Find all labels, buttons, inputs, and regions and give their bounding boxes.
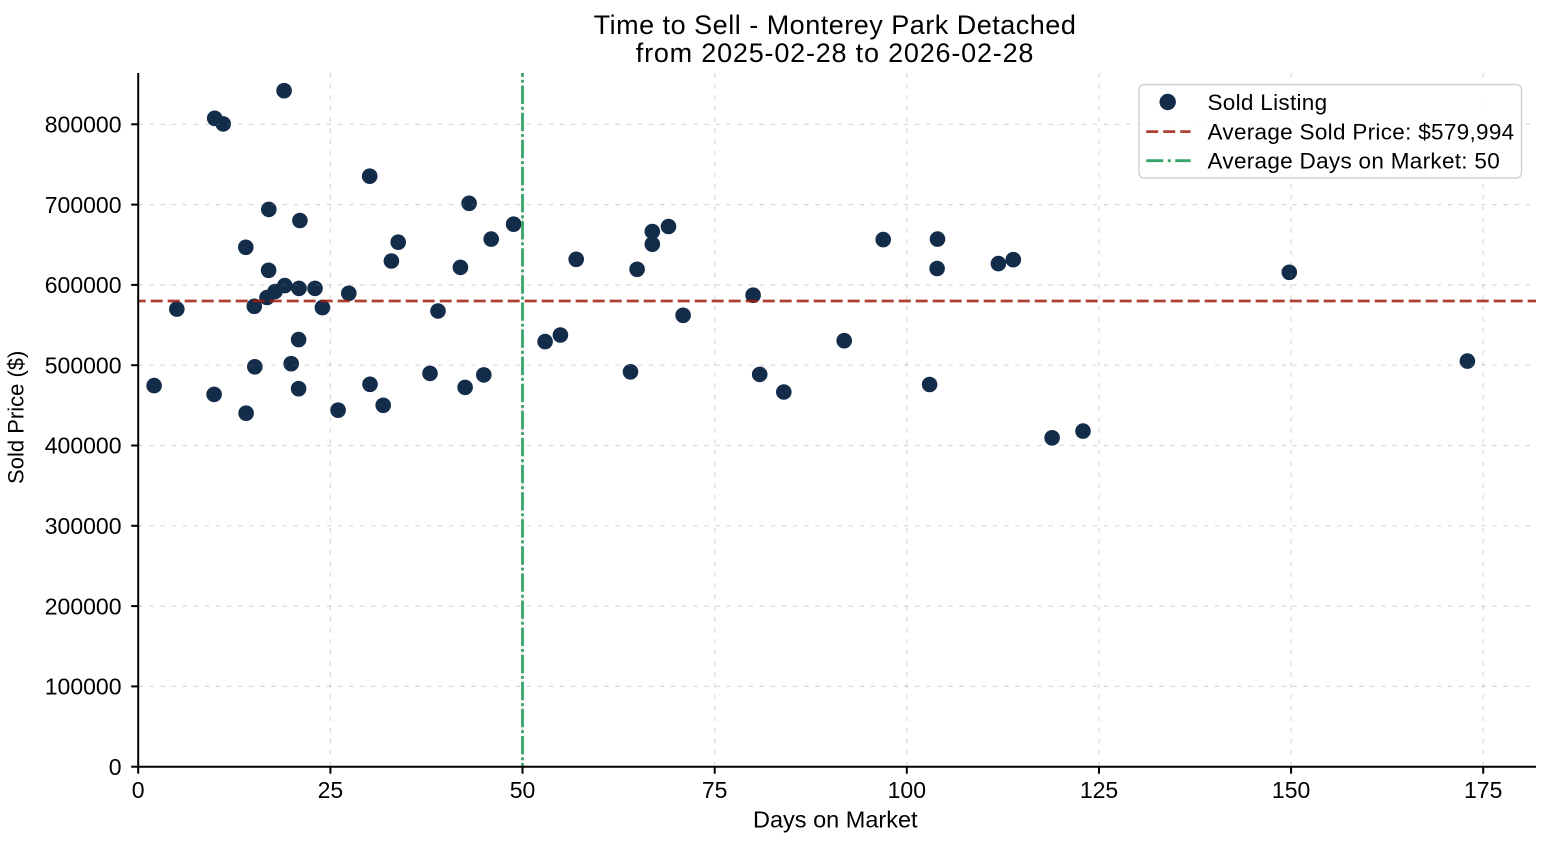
svg-text:Sold Listing: Sold Listing bbox=[1208, 90, 1328, 115]
svg-text:125: 125 bbox=[1080, 777, 1118, 803]
svg-text:175: 175 bbox=[1464, 777, 1502, 803]
svg-text:600000: 600000 bbox=[45, 272, 122, 298]
svg-text:Average Sold Price: $579,994: Average Sold Price: $579,994 bbox=[1208, 120, 1515, 145]
svg-text:from 2025-02-28 to 2026-02-28: from 2025-02-28 to 2026-02-28 bbox=[636, 38, 1034, 68]
svg-text:800000: 800000 bbox=[45, 112, 122, 138]
svg-text:50: 50 bbox=[510, 777, 536, 803]
svg-text:Average Days on Market: 50: Average Days on Market: 50 bbox=[1208, 149, 1501, 174]
svg-text:0: 0 bbox=[109, 754, 122, 780]
svg-text:300000: 300000 bbox=[45, 513, 122, 539]
svg-text:200000: 200000 bbox=[45, 593, 122, 619]
svg-text:25: 25 bbox=[318, 777, 344, 803]
svg-text:500000: 500000 bbox=[45, 352, 122, 378]
svg-text:150: 150 bbox=[1272, 777, 1310, 803]
svg-text:100000: 100000 bbox=[45, 674, 122, 700]
svg-text:700000: 700000 bbox=[45, 192, 122, 218]
svg-text:400000: 400000 bbox=[45, 433, 122, 459]
svg-text:0: 0 bbox=[132, 777, 145, 803]
svg-text:100: 100 bbox=[888, 777, 926, 803]
svg-text:75: 75 bbox=[702, 777, 728, 803]
svg-text:Time to Sell - Monterey Park D: Time to Sell - Monterey Park Detached bbox=[594, 10, 1077, 40]
svg-text:Days on Market: Days on Market bbox=[753, 807, 918, 833]
svg-text:Sold Price ($): Sold Price ($) bbox=[4, 351, 29, 484]
